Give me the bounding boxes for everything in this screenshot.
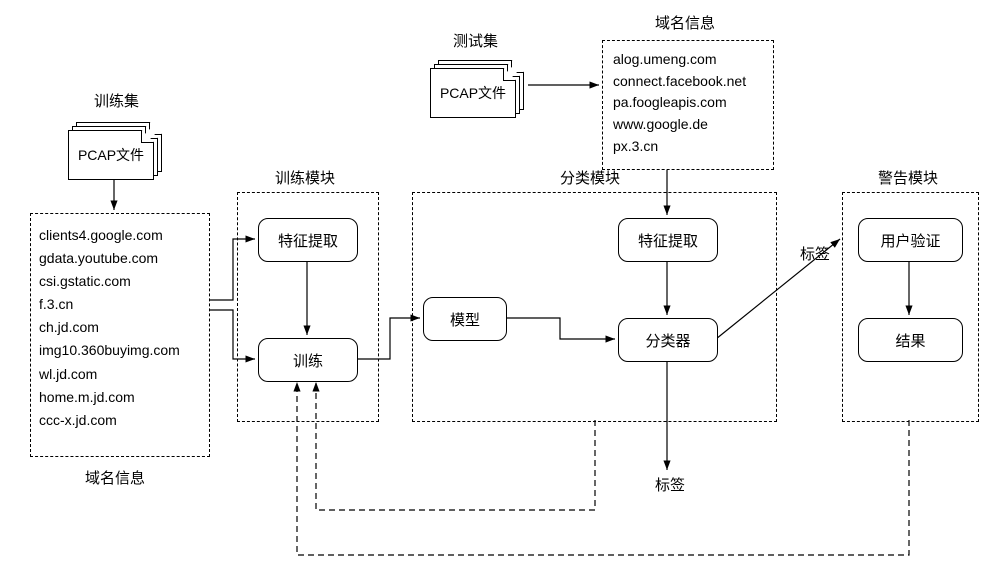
result-node: 结果 [858,318,963,362]
domain-line: ch.jd.com [39,316,201,339]
test-set-label: 测试集 [453,33,498,51]
domain-line: wl.jd.com [39,363,201,386]
classifier-node: 分类器 [618,318,718,362]
domain-line: px.3.cn [613,136,763,158]
domain-line: home.m.jd.com [39,386,201,409]
test-domains-list: alog.umeng.comconnect.facebook.netpa.foo… [613,49,763,157]
test-pcap-stack: PCAP文件 [430,60,522,116]
domain-line: gdata.youtube.com [39,247,201,270]
train-pcap-label: PCAP文件 [78,145,144,165]
test-domains-box: alog.umeng.comconnect.facebook.netpa.foo… [602,40,774,170]
train-set-label: 训练集 [94,93,139,111]
domain-line: f.3.cn [39,293,201,316]
domain-info-top-label: 域名信息 [655,15,715,33]
test-pcap-label: PCAP文件 [440,83,506,103]
feature-extract-2-node: 特征提取 [618,218,718,262]
train-domains-list: clients4.google.comgdata.youtube.comcsi.… [39,224,201,432]
domain-line: connect.facebook.net [613,71,763,93]
domain-line: ccc-x.jd.com [39,409,201,432]
train-domains-box: clients4.google.comgdata.youtube.comcsi.… [30,213,210,457]
edge-label-tag: 标签 [800,246,830,264]
warning-module-label: 警告模块 [878,170,938,188]
classification-module-label: 分类模块 [560,170,620,188]
domain-line: img10.360buyimg.com [39,339,201,362]
domain-line: alog.umeng.com [613,49,763,71]
output-label: 标签 [655,477,685,495]
domain-line: csi.gstatic.com [39,270,201,293]
training-module-label: 训练模块 [275,170,335,188]
feature-extract-1-node: 特征提取 [258,218,358,262]
model-node: 模型 [423,297,507,341]
train-node: 训练 [258,338,358,382]
domain-info-left-label: 域名信息 [85,470,145,488]
user-verify-node: 用户验证 [858,218,963,262]
domain-line: clients4.google.com [39,224,201,247]
domain-line: pa.foogleapis.com [613,92,763,114]
train-pcap-stack: PCAP文件 [68,122,160,178]
domain-line: www.google.de [613,114,763,136]
